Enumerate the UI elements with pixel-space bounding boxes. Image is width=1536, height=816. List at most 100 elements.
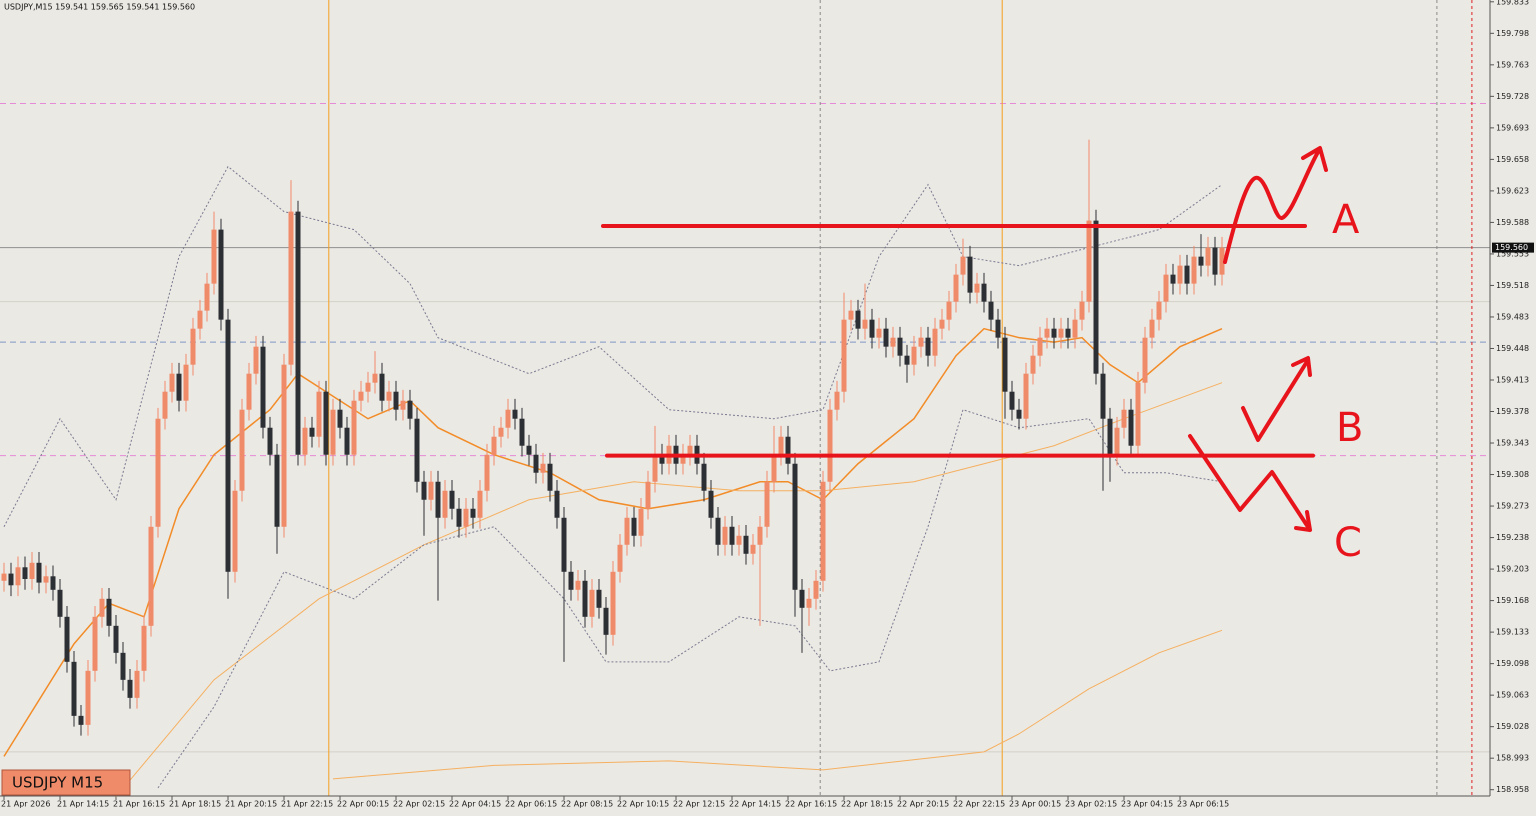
candle-body: [204, 283, 210, 311]
candle-body: [386, 391, 392, 401]
symbol-box: [1, 769, 131, 796]
candle-body: [533, 454, 539, 473]
candle-body: [1156, 301, 1162, 320]
y-tick-label: 159.623: [1496, 186, 1529, 195]
candle-body: [1121, 409, 1127, 428]
candle-body: [596, 589, 602, 608]
candle-body: [715, 517, 721, 545]
candle-body: [1037, 337, 1043, 356]
candle-body: [78, 715, 84, 725]
candle-body: [1100, 373, 1106, 419]
candle-body: [484, 454, 490, 491]
candle-body: [946, 301, 952, 320]
candle-body: [400, 400, 406, 410]
indicator-line: [115, 382, 1223, 798]
candle-body: [498, 427, 504, 437]
y-tick-label: 159.693: [1496, 123, 1529, 132]
candle-body: [1093, 220, 1099, 374]
candle-body: [792, 463, 798, 590]
y-tick-label: 159.063: [1496, 691, 1529, 700]
candle-body: [820, 481, 826, 581]
candle-body: [1170, 274, 1176, 284]
candle-body: [281, 364, 287, 527]
candle-body: [225, 319, 231, 572]
arrow-b: [1241, 356, 1312, 442]
price-tag-label: 159.560: [1495, 243, 1528, 252]
candle-body: [813, 580, 819, 599]
candle-body: [519, 418, 525, 446]
y-tick-label: 159.798: [1496, 29, 1529, 38]
candle-body: [1065, 328, 1071, 338]
candle-body: [1135, 382, 1141, 446]
candle-body: [918, 337, 924, 347]
candle-body: [92, 616, 98, 671]
candle-body: [834, 391, 840, 410]
candle-body: [995, 319, 1001, 338]
candle-body: [1086, 220, 1092, 302]
candle-body: [967, 256, 973, 293]
candle-body: [680, 454, 686, 464]
candle-body: [1177, 265, 1183, 284]
candle-body: [561, 517, 567, 572]
candle-body: [1072, 319, 1078, 338]
candle-body: [64, 616, 70, 662]
candle-body: [1149, 319, 1155, 338]
candle-body: [274, 454, 280, 527]
candle-body: [267, 427, 273, 455]
candle-body: [575, 580, 581, 590]
candle-body: [771, 454, 777, 482]
x-tick-label: 22 Apr 06:15: [505, 800, 557, 809]
scenario-label: B: [1336, 405, 1363, 451]
candle-body: [1051, 328, 1057, 338]
chart-title: USDJPY,M15 159.541 159.565 159.541 159.5…: [4, 3, 195, 12]
candle-body: [729, 526, 735, 545]
candle-body: [799, 589, 805, 608]
candle-body: [540, 463, 546, 473]
x-tick-label: 23 Apr 00:15: [1009, 800, 1061, 809]
candle-body: [463, 508, 469, 527]
candle-body: [442, 490, 448, 518]
indicator-line: [332, 629, 1223, 780]
candle-body: [722, 526, 728, 545]
candle-body: [701, 463, 707, 491]
candle-body: [1016, 409, 1022, 419]
candle-body: [1219, 247, 1225, 275]
y-tick-label: 159.343: [1496, 439, 1529, 448]
x-tick-label: 22 Apr 10:15: [617, 800, 669, 809]
candle-body: [134, 670, 140, 698]
candle-body: [323, 391, 329, 455]
candle-body: [435, 481, 441, 518]
candle-body: [981, 283, 987, 302]
candle-body: [316, 391, 322, 437]
x-tick-label: 21 Apr 14:15: [57, 800, 109, 809]
candle-body: [603, 607, 609, 635]
candle-body: [141, 625, 147, 671]
x-tick-label: 21 Apr 22:15: [281, 800, 333, 809]
candle-body: [848, 310, 854, 320]
candle-body: [778, 436, 784, 455]
candle-body: [1212, 247, 1218, 275]
candle-body: [883, 328, 889, 347]
x-tick-label: 22 Apr 02:15: [393, 800, 445, 809]
candle-body: [260, 346, 266, 428]
indicator-line: [157, 409, 1223, 789]
candle-body: [211, 229, 217, 284]
x-tick-label: 21 Apr 18:15: [169, 800, 221, 809]
candle-body: [764, 481, 770, 527]
candle-body: [610, 571, 616, 635]
candle-body: [806, 598, 812, 608]
candle-body: [743, 535, 749, 554]
candle-body: [57, 589, 63, 617]
y-tick-label: 158.993: [1496, 754, 1529, 763]
candle-body: [393, 391, 399, 410]
candle-body: [288, 211, 294, 365]
candle-body: [365, 382, 371, 392]
candle-body: [372, 373, 378, 383]
candle-body: [897, 337, 903, 356]
candle-body: [638, 508, 644, 536]
candle-body: [176, 373, 182, 401]
arrow-a: [1223, 146, 1328, 264]
candle-body: [407, 400, 413, 419]
candle-body: [911, 346, 917, 365]
candle-body: [750, 544, 756, 554]
